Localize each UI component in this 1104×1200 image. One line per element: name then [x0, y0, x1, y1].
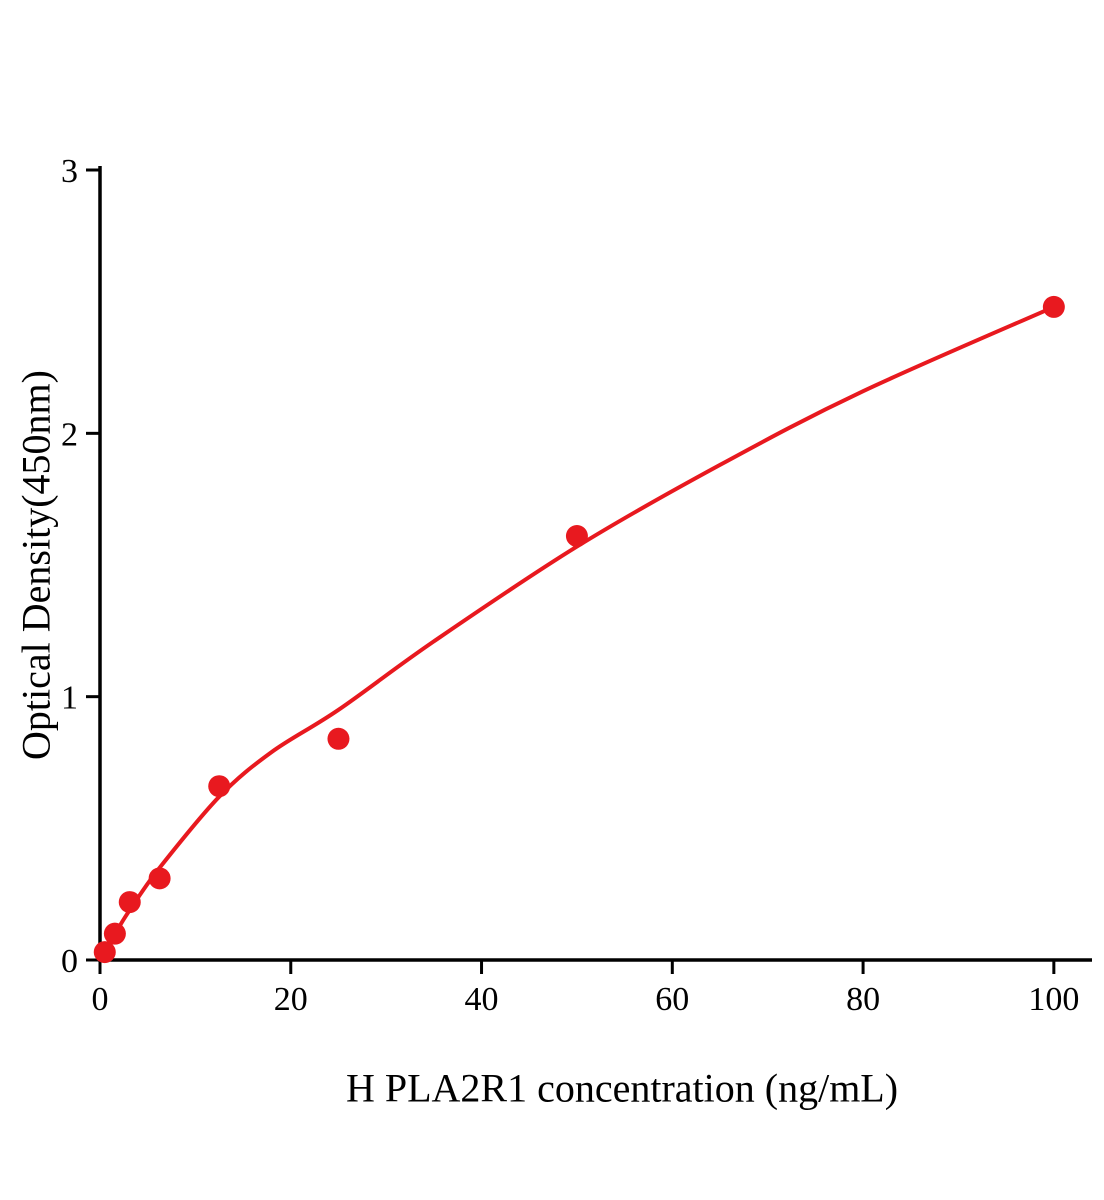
data-point	[93, 941, 116, 964]
data-point	[565, 525, 588, 548]
y-axis-label: Optical Density(450nm)	[13, 370, 59, 760]
data-point	[103, 922, 126, 945]
data-point	[208, 775, 231, 798]
x-tick-label: 40	[465, 981, 499, 1018]
data-point	[327, 727, 350, 750]
fit-curve-line	[98, 304, 1056, 957]
y-tick-label: 0	[61, 943, 78, 980]
data-point	[1042, 295, 1065, 318]
x-tick-label: 20	[274, 981, 308, 1018]
data-point	[118, 891, 141, 914]
x-tick-label: 60	[655, 981, 689, 1018]
y-tick-label: 1	[61, 680, 78, 717]
y-tick-label: 3	[61, 153, 78, 190]
x-tick-label: 100	[1028, 981, 1079, 1018]
x-tick-label: 0	[92, 981, 109, 1018]
data-point	[148, 867, 171, 890]
x-tick-label: 80	[846, 981, 880, 1018]
y-tick-label: 2	[61, 416, 78, 453]
x-axis-label: H PLA2R1 concentration (ng/mL)	[345, 1065, 899, 1111]
